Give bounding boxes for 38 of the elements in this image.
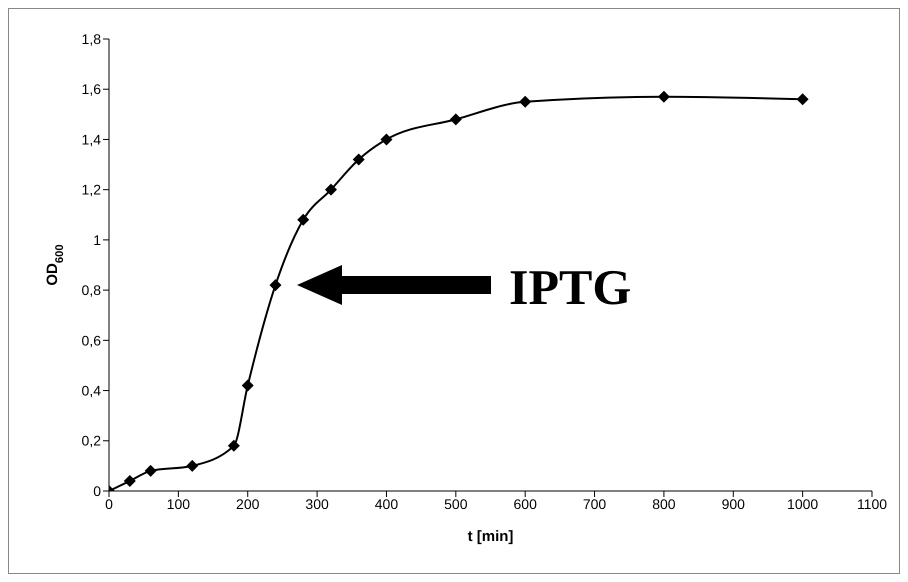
y-tick-label: 1,4	[82, 131, 102, 148]
point	[796, 93, 809, 106]
y-tick-label: 1,8	[82, 30, 102, 47]
point	[228, 440, 240, 452]
x-tick-label: 1100	[856, 496, 888, 512]
annotation: IPTG	[509, 259, 632, 315]
x-tick-label: 500	[444, 496, 468, 512]
x-tick-label: 0	[105, 496, 114, 512]
point	[658, 90, 670, 103]
point	[380, 133, 392, 146]
point	[519, 96, 532, 108]
y-tick-label: 0,6	[82, 332, 102, 348]
point	[269, 279, 282, 292]
y-tick-label: 1	[93, 232, 102, 248]
x-tick-label: 800	[652, 496, 676, 512]
point	[144, 464, 157, 477]
point	[124, 474, 136, 487]
point	[297, 214, 310, 226]
x-tick-label: 1000	[787, 496, 818, 512]
y-tick-label: 0,8	[82, 282, 102, 298]
x-tick-label: 300	[305, 496, 329, 512]
point	[242, 380, 254, 392]
x-tick-label: 600	[514, 496, 538, 512]
x-tick-label: 200	[236, 496, 260, 512]
point	[450, 113, 462, 126]
x-tick-label: 100	[166, 496, 190, 512]
y-tick-label: 0,2	[82, 432, 102, 449]
y-tick-label: 0	[93, 482, 102, 499]
x-axis-title: t [min]	[468, 528, 514, 545]
y-tick-label: 1,2	[82, 182, 102, 198]
x-tick-label: 700	[582, 496, 606, 512]
point	[186, 460, 198, 472]
x-tick-label: 400	[374, 496, 398, 512]
point	[324, 184, 337, 196]
y-tick-label: 1,6	[82, 81, 102, 98]
y-tick-label: 0,4	[82, 382, 102, 399]
point	[352, 154, 365, 166]
x-tick-label: 900	[722, 496, 746, 512]
